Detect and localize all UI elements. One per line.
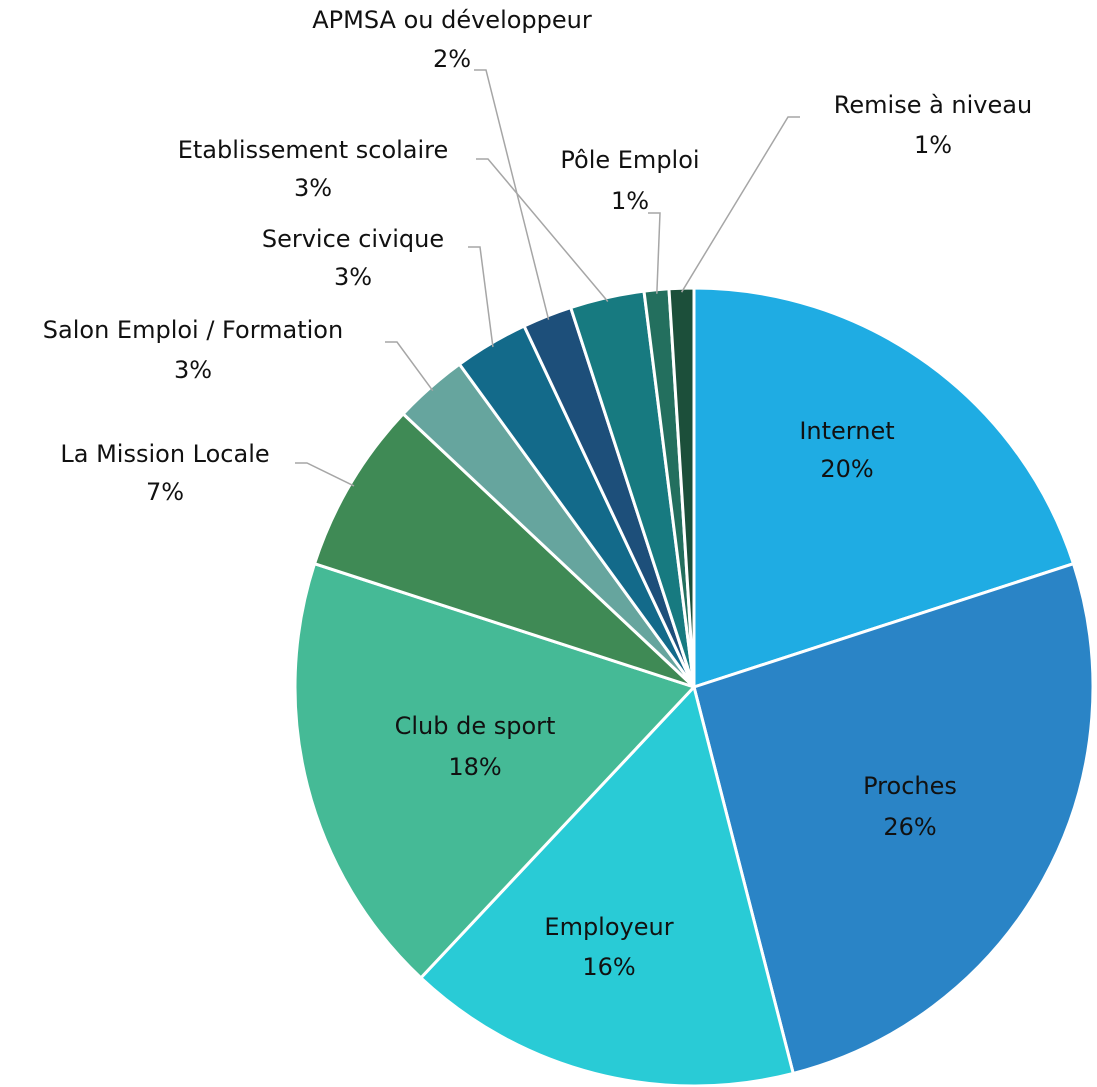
slice-value: 2% bbox=[433, 45, 471, 73]
pie-slice bbox=[692, 286, 1076, 690]
slice-label: Pôle Emploi bbox=[560, 146, 699, 174]
leader-line bbox=[648, 212, 661, 294]
slice-label: Salon Emploi / Formation bbox=[43, 316, 343, 344]
leader-line bbox=[295, 462, 355, 487]
slice-label: Club de sport bbox=[395, 712, 556, 740]
slice-label: Internet bbox=[799, 417, 894, 445]
pie-slice bbox=[418, 683, 796, 1087]
pie-slice bbox=[667, 286, 696, 688]
slice-value: 16% bbox=[582, 953, 635, 981]
slice-value: 1% bbox=[611, 187, 649, 215]
slice-label: Service civique bbox=[262, 225, 444, 253]
slice-value: 3% bbox=[334, 263, 372, 291]
slice-value: 3% bbox=[174, 356, 212, 384]
slice-label: La Mission Locale bbox=[60, 440, 269, 468]
slice-value: 26% bbox=[883, 813, 936, 841]
leader-line bbox=[680, 116, 800, 293]
pie-slice bbox=[293, 561, 697, 980]
slice-value: 7% bbox=[146, 478, 184, 506]
slice-value: 20% bbox=[820, 455, 873, 483]
slice-value: 3% bbox=[294, 174, 332, 202]
leader-line bbox=[474, 69, 550, 320]
slice-label: APMSA ou développeur bbox=[312, 6, 592, 34]
slice-value: 18% bbox=[448, 753, 501, 781]
slice-label: Remise à niveau bbox=[834, 91, 1032, 119]
leader-line bbox=[385, 341, 434, 392]
slice-label: Etablissement scolaire bbox=[178, 136, 449, 164]
slice-label: Employeur bbox=[544, 913, 673, 941]
pie-slice bbox=[692, 561, 1095, 1076]
leader-line bbox=[468, 246, 494, 348]
leader-line bbox=[476, 158, 609, 302]
slice-value: 1% bbox=[914, 131, 952, 159]
slice-label: Proches bbox=[863, 772, 957, 800]
